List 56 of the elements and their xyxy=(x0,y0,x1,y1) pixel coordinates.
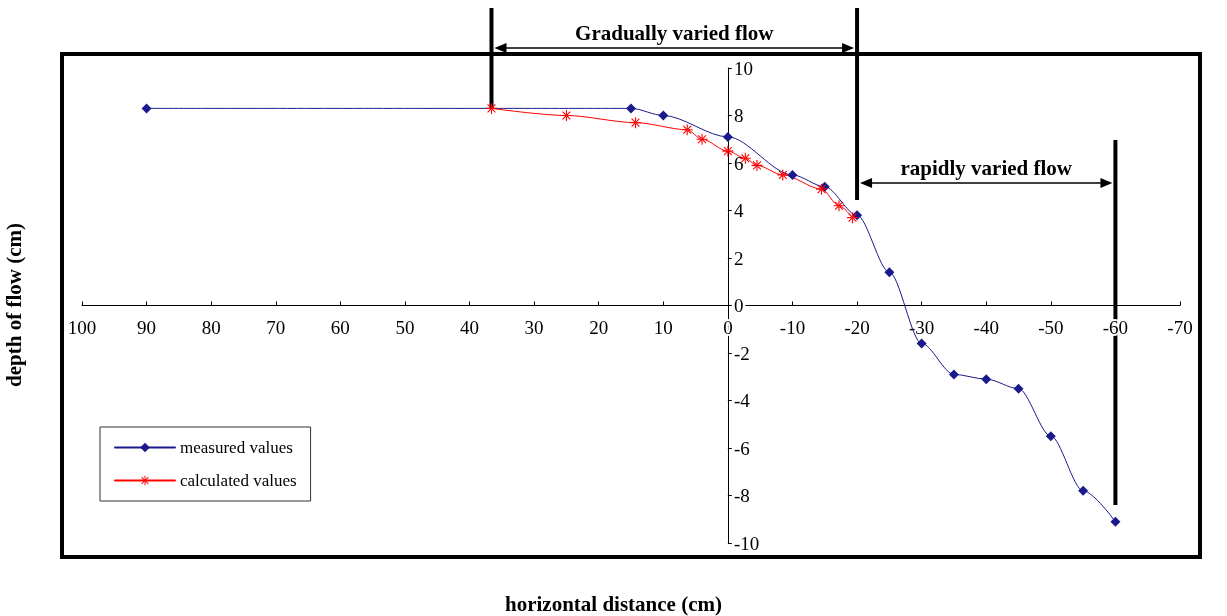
text: Gradually varied flow xyxy=(575,21,775,45)
x-tick-label: 30 xyxy=(524,316,544,338)
point xyxy=(1078,485,1089,496)
y-tick-label: 4 xyxy=(733,200,744,221)
y-tick-label: -8 xyxy=(733,485,750,506)
y-tick-label: 6 xyxy=(733,152,744,174)
y-tick-label: -10 xyxy=(733,532,760,554)
point xyxy=(847,212,859,224)
point xyxy=(722,145,734,157)
point xyxy=(1110,516,1121,527)
x-tick-label: -10 xyxy=(779,316,806,338)
point xyxy=(658,110,669,121)
point xyxy=(948,369,959,380)
x-tick-label: 100 xyxy=(67,316,97,338)
x-tick-label: 60 xyxy=(330,316,350,338)
point xyxy=(722,131,733,142)
y-tick-label: 2 xyxy=(733,247,744,269)
point xyxy=(485,102,497,114)
annotation: rapidly varied flow xyxy=(900,156,1073,180)
point xyxy=(141,103,152,114)
y-tick-label: -2 xyxy=(733,342,750,364)
point xyxy=(626,103,636,114)
x-tick-label: 70 xyxy=(266,316,286,338)
point xyxy=(981,374,992,385)
x-tick-label: -30 xyxy=(908,316,935,338)
point xyxy=(681,124,693,136)
x-tick-label: -70 xyxy=(1167,316,1193,338)
point xyxy=(1013,383,1024,394)
point xyxy=(630,117,642,129)
x-axis-title: horizontal distance (cm) xyxy=(505,591,722,616)
point xyxy=(884,267,895,278)
x-tick-label: 20 xyxy=(589,316,609,338)
x-tick-label: 40 xyxy=(460,316,480,338)
y-axis-title: depth of flow (cm) xyxy=(2,223,26,387)
point xyxy=(787,169,798,180)
point xyxy=(777,169,789,181)
point xyxy=(751,159,763,171)
y-tick-label: 10 xyxy=(733,57,753,79)
point xyxy=(696,133,708,145)
x-tick-label: 90 xyxy=(137,316,157,338)
x-tick-label: -50 xyxy=(1038,316,1064,338)
x-tick-label: 10 xyxy=(653,316,673,338)
y-tick-label: 8 xyxy=(733,105,744,126)
x-tick-label: -40 xyxy=(973,316,999,338)
legend-label: measured values xyxy=(180,438,293,457)
x-tick-label: 50 xyxy=(395,316,415,338)
x-tick-label: 80 xyxy=(201,316,221,338)
point xyxy=(833,200,845,212)
y-tick-label: -6 xyxy=(733,437,750,459)
x-tick-label: -20 xyxy=(844,316,870,338)
legend-label: calculated values xyxy=(180,471,297,490)
y-tick-label: -4 xyxy=(733,390,751,411)
point xyxy=(560,110,572,121)
point xyxy=(1045,431,1056,442)
y-tick-label: 0 xyxy=(733,295,744,316)
point xyxy=(916,338,927,349)
